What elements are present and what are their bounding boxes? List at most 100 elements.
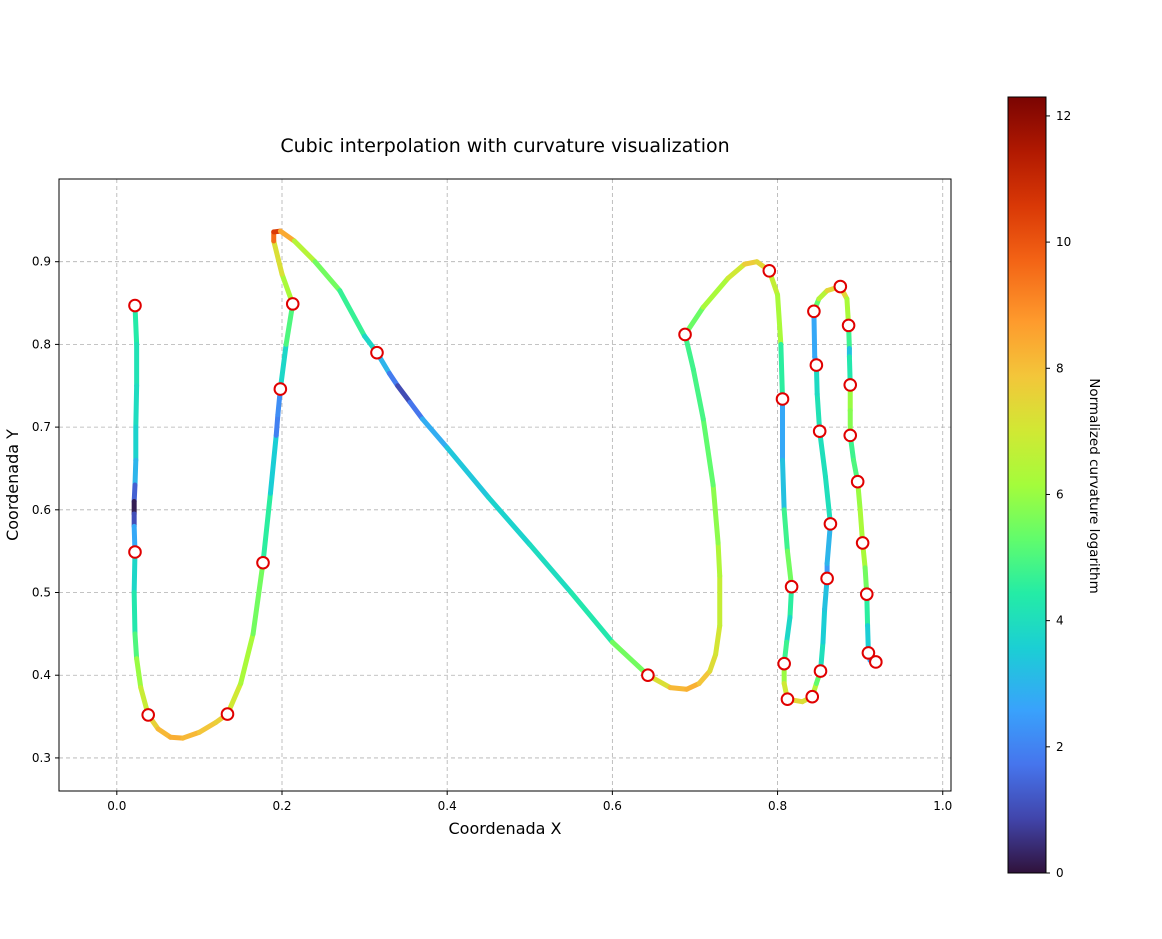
control-point (784, 579, 799, 594)
curve-segment (291, 238, 318, 265)
curve-segment (817, 428, 828, 480)
curve-segment (778, 341, 786, 402)
grid (59, 179, 951, 791)
y-tick-label: 0.8 (32, 337, 51, 351)
curve-segment (273, 412, 281, 438)
control-point (370, 345, 384, 360)
curve-segment (131, 590, 138, 637)
curve-segment (710, 482, 721, 546)
control-point (775, 392, 790, 406)
curve-segment (419, 416, 450, 451)
control-point (678, 327, 692, 342)
control-point (641, 668, 655, 683)
curve-segment (271, 238, 285, 277)
colorbar (1007, 96, 1047, 874)
curve-segment (713, 623, 723, 658)
y-tick-label: 0.6 (32, 503, 51, 517)
control-point (273, 382, 288, 396)
control-point (850, 474, 865, 489)
control-point (869, 655, 883, 669)
x-tick-label: 0.2 (272, 799, 291, 813)
control-point (807, 304, 821, 319)
control-point (820, 571, 834, 586)
colorbar-tick-label: 2 (1056, 740, 1064, 754)
curve-segment (775, 292, 784, 347)
control-point (285, 297, 300, 311)
curve-segment (134, 656, 144, 691)
control-point (843, 428, 858, 443)
x-tick-label: 0.0 (107, 799, 126, 813)
control-point (855, 536, 870, 550)
colorbar-tick-label: 10 (1056, 235, 1071, 249)
curve-segment (568, 590, 615, 645)
curve-segment (132, 631, 140, 662)
control-point (859, 587, 874, 601)
curve-segment (609, 639, 651, 678)
plot-frame (58, 178, 952, 792)
control-point (805, 689, 820, 704)
curve-segment (715, 540, 723, 579)
curve-segment (820, 606, 828, 645)
curve-segment (707, 652, 719, 674)
control-point (220, 707, 235, 721)
colorbar-label: Normalized curvature logarithm (1086, 378, 1102, 594)
colorbar-ticks: 0 2 4 6 8 10 12 (1046, 109, 1071, 880)
y-tick-label: 0.3 (32, 751, 51, 765)
y-tick-label: 0.9 (32, 255, 51, 269)
curve-segment (250, 560, 266, 637)
curve-segment (180, 729, 202, 741)
chart-title: Cubic interpolation with curvature visua… (280, 135, 729, 157)
control-point (141, 708, 155, 722)
curve-segment (267, 432, 279, 496)
control-point (813, 664, 828, 678)
control-point (809, 358, 824, 372)
curve-segment (781, 507, 790, 554)
curve-segment (690, 366, 706, 422)
control-point (833, 279, 848, 294)
curve-segment (196, 719, 219, 735)
curve-segment (238, 631, 256, 686)
control-point (128, 298, 142, 313)
y-tick-label: 0.5 (32, 586, 51, 600)
curve-segment (132, 457, 139, 488)
control-point (812, 424, 827, 439)
control-point (128, 545, 142, 559)
curve-segment (395, 383, 413, 405)
control-point (256, 555, 270, 570)
curve-segment (133, 383, 140, 430)
y-axis-label: Coordenada Y (3, 429, 22, 541)
curve-segment (780, 457, 787, 513)
curve-segment (312, 259, 343, 294)
x-axis-ticks: 0.0 0.2 0.4 0.6 0.8 1.0 (107, 791, 952, 813)
curve-segment (260, 490, 273, 566)
x-tick-label: 0.8 (768, 799, 787, 813)
control-point (777, 656, 791, 671)
control-points (128, 264, 883, 722)
control-point (861, 646, 876, 660)
curve-segment (822, 474, 833, 527)
colorbar-tick-label: 4 (1056, 614, 1064, 628)
colorbar-tick-label: 8 (1056, 361, 1064, 375)
curve-segment (696, 668, 713, 686)
curve-segment (485, 494, 533, 548)
colorbar-tick-label: 12 (1056, 109, 1071, 123)
control-point (823, 517, 838, 531)
curve-segment (700, 416, 716, 488)
curve-segment (444, 445, 491, 500)
curve-segment (131, 482, 138, 505)
curvature-path (131, 228, 879, 741)
y-axis-ticks: 0.3 0.4 0.5 0.6 0.7 0.8 0.9 (32, 255, 59, 765)
curve-segment (277, 228, 297, 244)
curve-segment (725, 261, 748, 281)
x-tick-label: 1.0 (933, 799, 952, 813)
control-point (841, 318, 856, 333)
curve-segment (283, 301, 296, 347)
curve-segment (527, 542, 574, 596)
control-point (762, 264, 777, 278)
curve-segment (407, 399, 425, 422)
curve-segment (667, 685, 690, 692)
y-tick-label: 0.7 (32, 420, 51, 434)
curve-segment (784, 614, 793, 645)
y-tick-label: 0.4 (32, 668, 51, 682)
